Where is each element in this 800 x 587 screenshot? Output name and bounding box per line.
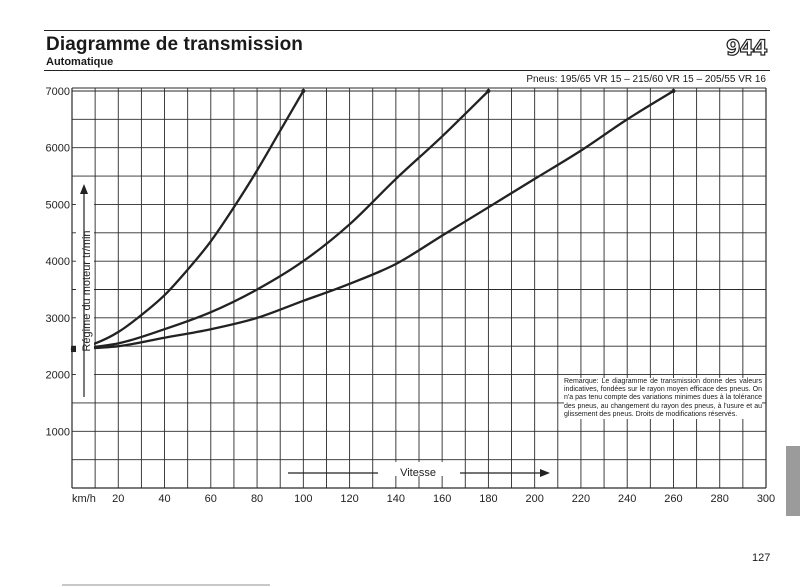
x-tick-label: 40 bbox=[158, 493, 170, 505]
x-tick-label: 140 bbox=[387, 493, 405, 505]
side-tab bbox=[786, 446, 800, 516]
y-axis-label: Régime du moteur tr/min bbox=[81, 230, 93, 351]
page-title: Diagramme de transmission bbox=[46, 34, 303, 55]
y-tick-label: 4000 bbox=[46, 256, 70, 268]
x-tick-label: 160 bbox=[433, 493, 451, 505]
x-tick-label: 120 bbox=[340, 493, 358, 505]
y-axis-label-group: Régime du moteur tr/min bbox=[76, 184, 94, 398]
tire-sizes: Pneus: 195/65 VR 15 – 215/60 VR 15 – 205… bbox=[526, 74, 766, 85]
x-tick-label: 180 bbox=[479, 493, 497, 505]
x-tick-label: 280 bbox=[711, 493, 729, 505]
chart-series bbox=[70, 89, 676, 353]
x-tick-label: 60 bbox=[205, 493, 217, 505]
bottom-rule bbox=[62, 584, 270, 586]
title-rule bbox=[44, 70, 770, 71]
x-tick-label: 20 bbox=[112, 493, 124, 505]
disclaimer-note: Remarque: Le diagramme de transmission d… bbox=[564, 378, 762, 420]
series-line-2 bbox=[70, 89, 490, 351]
y-tick-label: 2000 bbox=[46, 370, 70, 382]
x-tick-label: 80 bbox=[251, 493, 263, 505]
chart-grid bbox=[71, 87, 767, 489]
y-tick-label: 7000 bbox=[46, 86, 70, 98]
series-end-point-2 bbox=[486, 89, 491, 93]
y-tick-label: 6000 bbox=[46, 143, 70, 155]
top-rule bbox=[44, 30, 770, 31]
x-axis-unit-label: km/h bbox=[72, 493, 96, 505]
x-axis-label: Vitesse bbox=[400, 467, 436, 479]
page-subtitle: Automatique bbox=[46, 56, 114, 68]
x-tick-label: 220 bbox=[572, 493, 590, 505]
x-tick-label: 200 bbox=[525, 493, 543, 505]
x-tick-label: 300 bbox=[757, 493, 775, 505]
x-tick-label: 100 bbox=[294, 493, 312, 505]
x-tick-label: 240 bbox=[618, 493, 636, 505]
model-badge-logo: 944 bbox=[725, 35, 768, 60]
series-end-point-3 bbox=[671, 89, 676, 93]
series-line-1 bbox=[70, 89, 305, 351]
y-tick-label: 1000 bbox=[46, 426, 70, 438]
y-tick-label: 5000 bbox=[46, 199, 70, 211]
y-axis-ticks: 1000 2000 3000 4000 5000 6000 7000 bbox=[46, 86, 70, 438]
series-end-point-1 bbox=[301, 89, 306, 93]
x-axis-label-group: Vitesse bbox=[288, 462, 550, 479]
page-number: 127 bbox=[752, 552, 771, 564]
x-axis-ticks: 20 40 60 80 100 120 140 160 180 200 220 240 260 280 30… bbox=[112, 493, 775, 505]
series-line-3 bbox=[70, 89, 675, 351]
x-tick-label: 260 bbox=[664, 493, 682, 505]
y-tick-label: 3000 bbox=[46, 313, 70, 325]
